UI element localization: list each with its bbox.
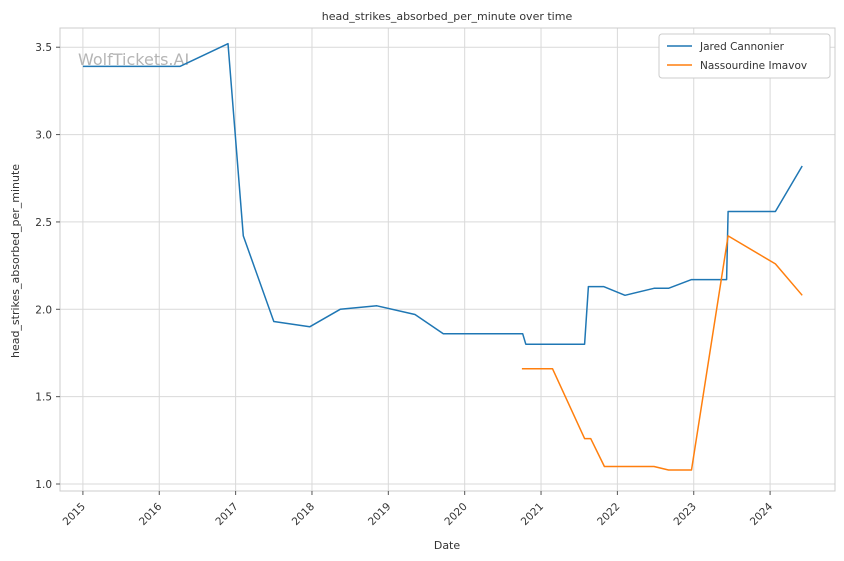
plot-frame [59, 27, 836, 492]
grid [60, 28, 835, 491]
series-layer [82, 42, 803, 471]
y-tick-label: 1.5 [35, 392, 52, 404]
legend: Jared Cannonier Nassourdine Imavov [658, 33, 831, 79]
watermark: WolfTickets.AI [78, 50, 189, 69]
series-line-jared-cannonier [82, 42, 803, 345]
y-axis-label: head_strikes_absorbed_per_minute [9, 164, 22, 358]
legend-label-nassourdine-imavov: Nassourdine Imavov [700, 60, 807, 72]
x-axis-label: Date [434, 539, 461, 552]
y-tick-label: 2.0 [35, 304, 52, 316]
chart-title: head_strikes_absorbed_per_minute over ti… [322, 10, 573, 23]
y-tick-label: 2.5 [35, 217, 52, 229]
legend-box [658, 33, 831, 79]
y-tick-label: 3.5 [35, 42, 52, 54]
legend-label-jared-cannonier: Jared Cannonier [699, 41, 785, 53]
y-tick-label: 1.0 [35, 479, 52, 491]
y-axis: 1.0 1.5 2.0 2.5 3.0 3.5 [35, 42, 60, 491]
series-line-nassourdine-imavov [521, 235, 803, 471]
y-tick-label: 3.0 [35, 130, 52, 142]
